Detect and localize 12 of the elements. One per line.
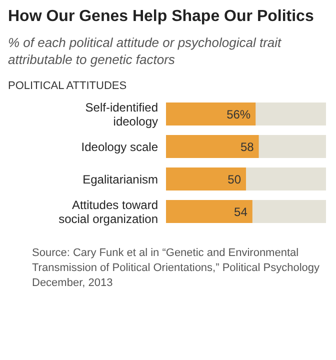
y-tick-label: Attitudes toward social organization (58, 198, 158, 226)
data-label: 54 (234, 204, 248, 219)
chart-subtitle: % of each political attitude or psychological trait attributable to genetic factors (8, 34, 282, 68)
y-tick-label: Egalitarianism (82, 172, 158, 186)
y-tick-label: Self-identified ideology (85, 100, 158, 128)
data-label: 50 (228, 172, 242, 186)
data-label: 58 (240, 140, 254, 154)
chart-title: How Our Genes Help Shape Our Politics (8, 8, 315, 26)
y-tick-label: Ideology scale (81, 140, 158, 154)
y-axis-title: POLITICAL ATTITUDES (8, 80, 128, 92)
source-note: Source: Cary Funk et al in “Genetic and Environmental Transmission of Political Orientations,” Political Psychology December, 2013 (31, 246, 321, 291)
data-label: 56% (226, 107, 251, 122)
